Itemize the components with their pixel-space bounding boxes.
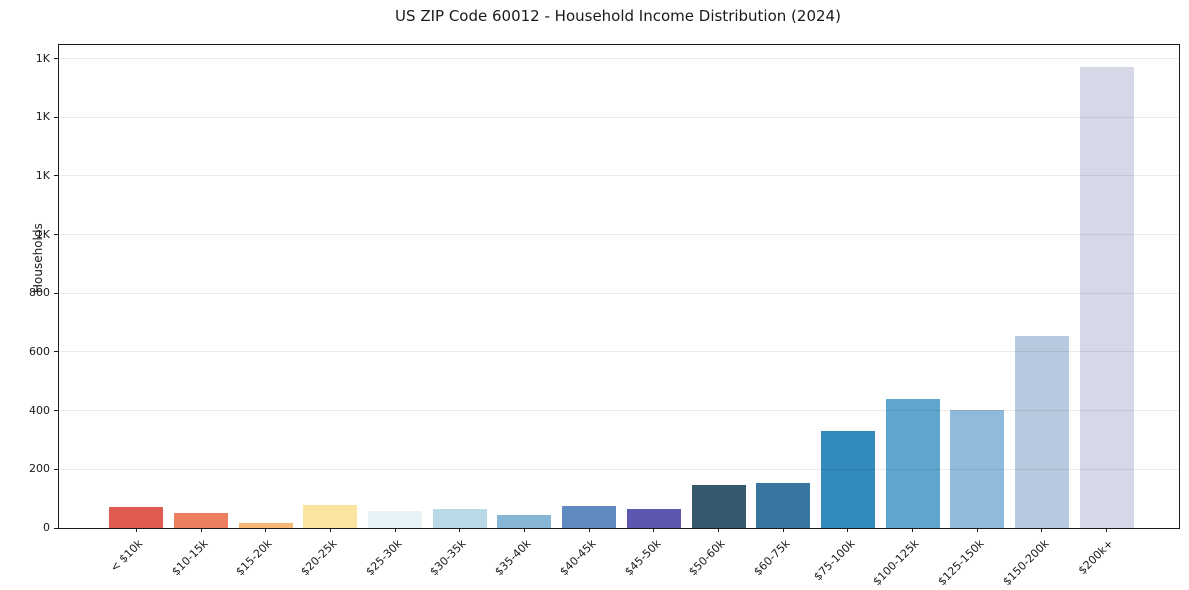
x-tick-label: $35-40k (492, 537, 534, 579)
chart-title: US ZIP Code 60012 - Household Income Dis… (395, 7, 841, 25)
bar-45-50k (626, 509, 681, 528)
gridline (59, 58, 1179, 59)
x-tick-label: $60-75k (751, 537, 793, 579)
y-tick-label: 800 (29, 286, 50, 300)
gridline (59, 468, 1179, 470)
x-tick-mark (265, 528, 267, 532)
x-tick-label: $10-15k (168, 537, 211, 579)
x-tick-label: $40-45k (557, 537, 599, 579)
y-tick-mark (54, 351, 58, 353)
x-tick-mark (847, 528, 849, 532)
y-tick-mark (54, 468, 58, 470)
y-tick-mark (54, 175, 58, 177)
x-tick-label: $50-60k (686, 537, 728, 579)
y-tick-mark (54, 234, 58, 236)
plot-area: < $10k $10-15k $15-20k $20-25k $25-30k $30-35… (29, 44, 1180, 588)
bar-100-125k (885, 398, 940, 528)
x-tick-mark (1106, 528, 1108, 532)
x-tick-mark (653, 528, 655, 532)
gridline (59, 351, 1179, 353)
x-tick-mark (200, 528, 202, 532)
x-tick-mark (718, 528, 720, 532)
x-tick-mark (523, 528, 525, 532)
bar-10-15k (174, 513, 229, 528)
bar-30-35k (432, 508, 487, 528)
x-tick-mark (588, 528, 590, 532)
x-tick-mark (1041, 528, 1043, 532)
y-tick-label: 0 (43, 521, 50, 534)
y-tick-label: 200 (29, 462, 50, 476)
bar-35-40k (497, 515, 552, 528)
gridline (59, 410, 1179, 412)
gridline (59, 175, 1179, 177)
x-tick-label: $30-35k (427, 537, 469, 579)
bar-125-150k (950, 410, 1005, 528)
y-tick-mark (54, 527, 58, 529)
bar-20-25k (303, 505, 358, 528)
x-tick-mark (976, 528, 978, 532)
y-tick-label: 1K (35, 227, 50, 241)
bar-15-20k (238, 522, 293, 528)
y-tick-label: 1K (35, 168, 50, 182)
y-tick-label: 1K (35, 110, 50, 124)
bar-50-60k (691, 485, 746, 528)
x-tick-mark (329, 528, 331, 532)
x-tick-label: $100-125k (870, 537, 922, 589)
gridline (59, 234, 1179, 236)
x-tick-mark (912, 528, 914, 532)
y-tick-mark (54, 116, 58, 118)
bar-40-45k (562, 506, 617, 528)
bar-75-100k (820, 430, 875, 528)
bar-60-75k (756, 482, 811, 528)
x-tick-mark (394, 528, 396, 532)
x-tick-mark (135, 528, 137, 532)
bar-25-30k (368, 510, 423, 528)
x-tick-label: $25-30k (363, 537, 405, 579)
bar-150-200k (1014, 335, 1069, 528)
x-tick-label: $200k+ (1075, 537, 1116, 578)
x-tick-label: $75-100k (810, 537, 858, 584)
x-tick-label: $15-20k (233, 537, 275, 579)
y-tick-mark (54, 292, 58, 294)
y-tick-mark (54, 410, 58, 412)
y-tick-mark (54, 58, 58, 59)
x-tick-label: < $10k (107, 537, 146, 575)
x-tick-label: $20-25k (298, 537, 340, 579)
y-tick-label: 1K (35, 51, 50, 65)
x-tick-mark (459, 528, 461, 532)
y-tick-label: 400 (29, 403, 50, 417)
y-tick-label: 600 (29, 344, 50, 358)
x-tick-label: $150-200k (1000, 537, 1052, 589)
gridline (59, 116, 1179, 118)
x-tick-mark (782, 528, 784, 532)
x-tick-label: $45-50k (621, 537, 664, 579)
bar-200k (1079, 67, 1134, 528)
gridline (59, 292, 1179, 294)
x-tick-label: $125-150k (935, 537, 987, 589)
bar-10k (109, 506, 164, 528)
